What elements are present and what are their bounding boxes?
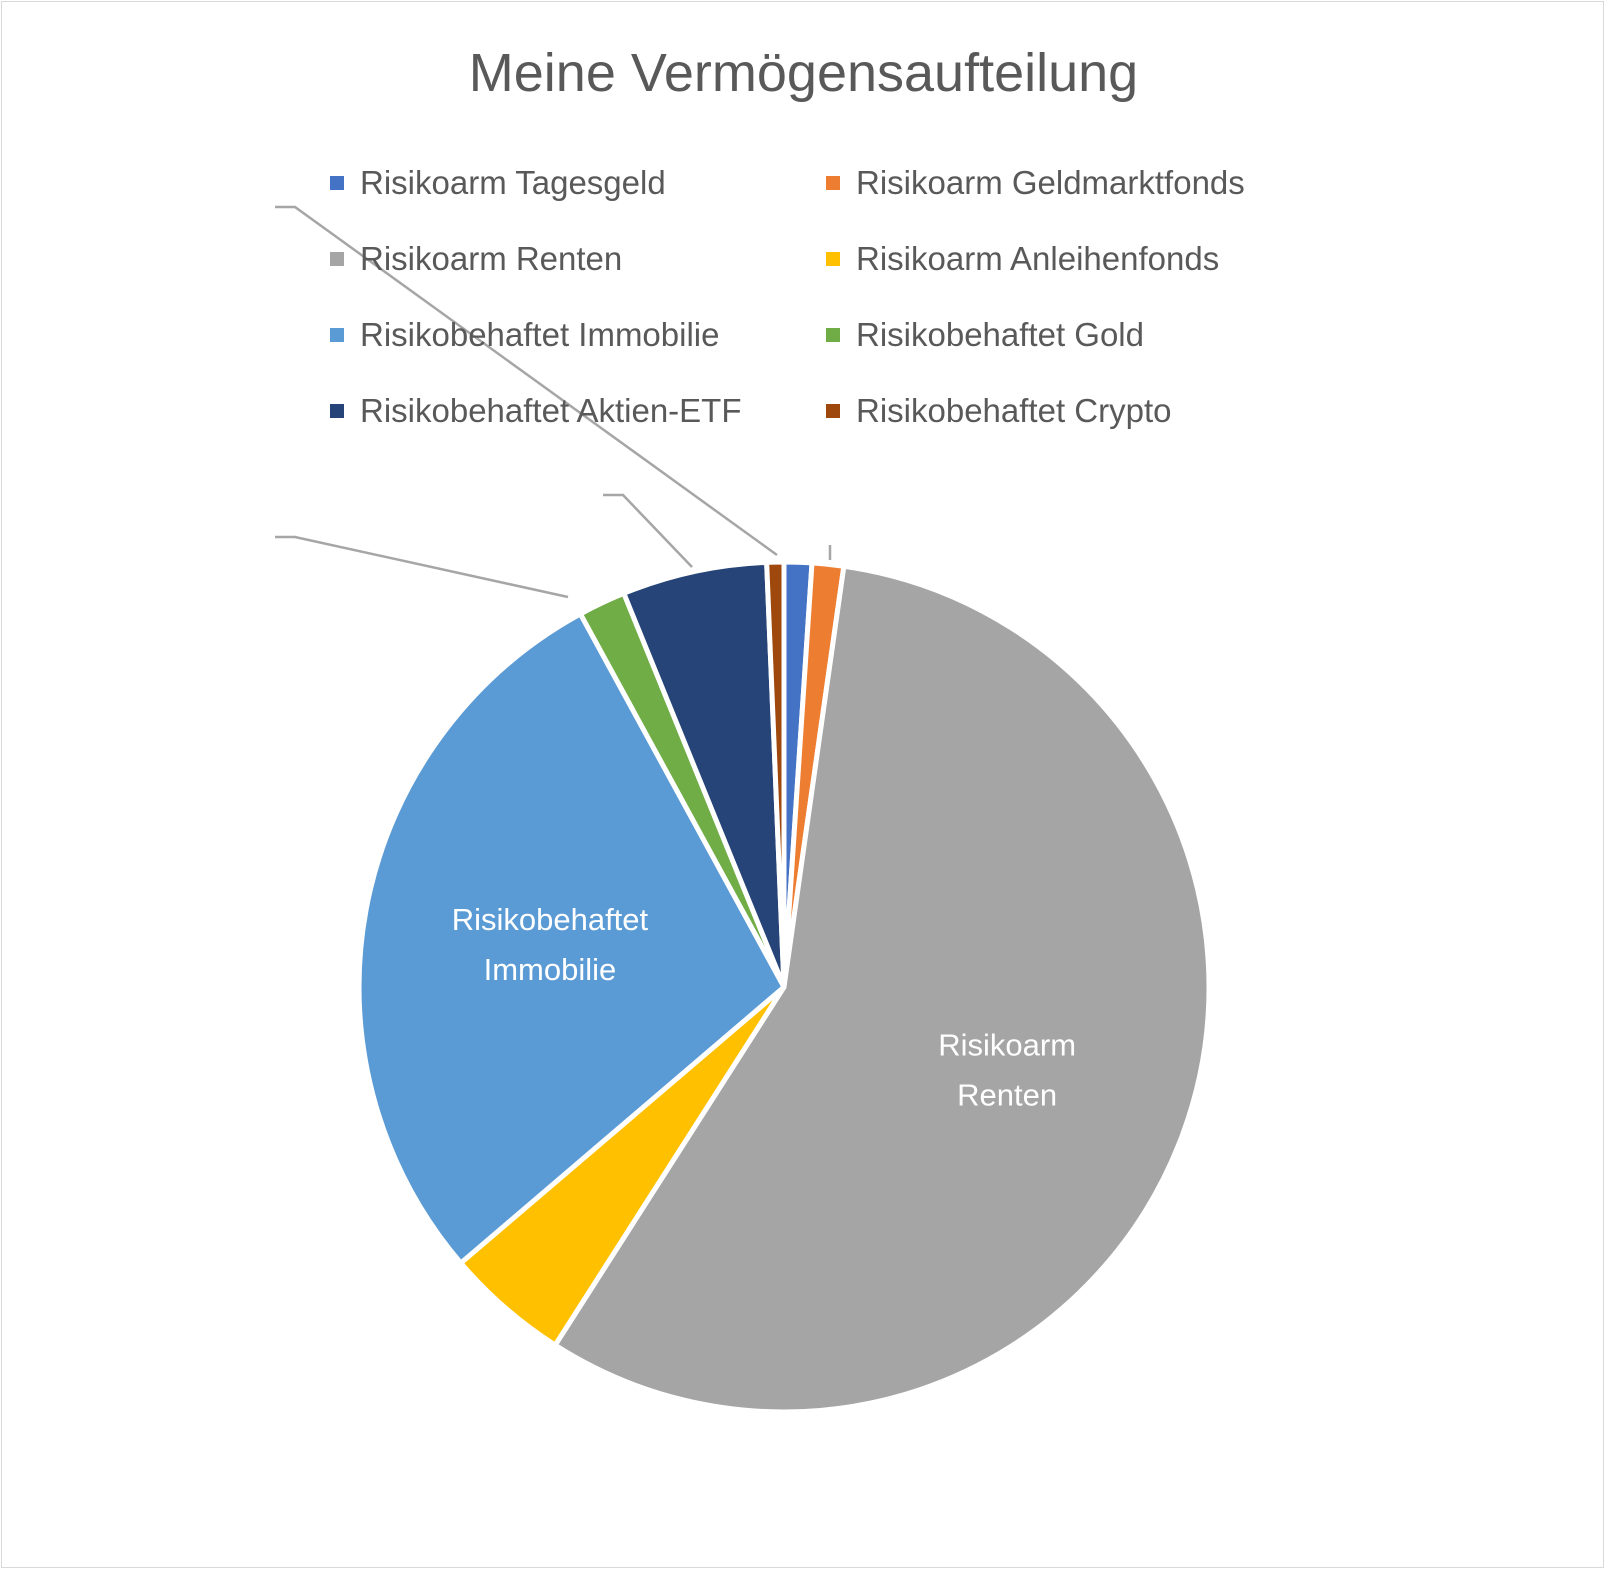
pie-slice-risikobehaftet-crypto[interactable] [764,559,787,990]
legend-swatch [826,176,840,190]
legend-item[interactable]: Risikoarm Geldmarktfonds [826,164,1245,202]
pie-slice-risikobehaftet-immobilie[interactable] [356,611,787,1266]
data-label: Immobilie [484,952,617,987]
pie-slice-risikoarm-renten[interactable] [552,563,1212,1415]
data-label: Risikobehaftet [452,902,649,937]
legend-label: Risikobehaftet Crypto [856,392,1172,429]
leader-line [275,535,569,599]
legend-swatch [330,404,344,418]
leader-line [275,205,778,557]
data-label: Renten [957,1078,1057,1113]
pie-slice-risikobehaftet-aktien-etf[interactable] [621,559,787,990]
legend-item[interactable]: Risikobehaftet Crypto [826,392,1171,430]
legend-item[interactable]: Risikoarm Renten [330,240,622,278]
data-label: Risikoarm [938,1028,1076,1063]
legend-label: Risikoarm Geldmarktfonds [856,164,1245,201]
legend-label: Risikoarm Tagesgeld [360,164,666,201]
legend-item[interactable]: Risikoarm Tagesgeld [330,164,666,202]
leader-line [603,493,693,568]
legend-swatch [330,252,344,266]
legend-label: Risikobehaftet Gold [856,316,1144,353]
legend-swatch [826,252,840,266]
legend-item[interactable]: Risikobehaftet Gold [826,316,1144,354]
legend-swatch [826,404,840,418]
legend-label: Risikoarm Anleihenfonds [856,240,1220,277]
legend-swatch [330,176,344,190]
legend-swatch [826,328,840,342]
legend-item[interactable]: Risikobehaftet Aktien-ETF [330,392,742,430]
legend-item[interactable]: Risikoarm Anleihenfonds [826,240,1219,278]
legend-label: Risikoarm Renten [360,240,623,277]
legend-label: Risikobehaftet Immobilie [360,316,720,353]
chart-title: Meine Vermögensaufteilung [468,43,1139,103]
legend-swatch [330,328,344,342]
legend-label: Risikobehaftet Aktien-ETF [360,392,742,429]
legend-item[interactable]: Risikobehaftet Immobilie [330,316,720,354]
